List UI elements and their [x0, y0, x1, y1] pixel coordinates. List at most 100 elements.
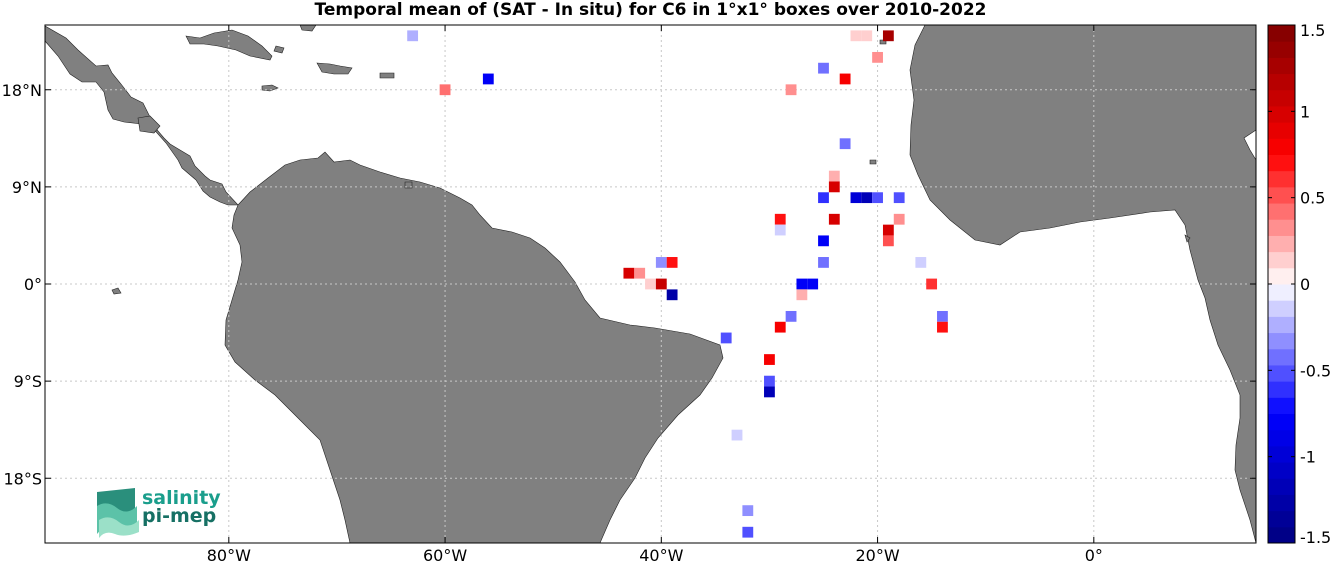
- colorbar-segment-25: [1268, 122, 1295, 139]
- data-cell-34: [807, 278, 819, 290]
- data-cell-37: [796, 289, 808, 301]
- colorbar-segment-29: [1268, 57, 1295, 75]
- data-cell-4: [872, 51, 883, 63]
- data-cell-0: [407, 30, 419, 42]
- colorbar-segment-22: [1268, 170, 1295, 188]
- colorbar-segment-7: [1268, 413, 1295, 431]
- colorbar-segment-24: [1268, 138, 1295, 155]
- data-cell-20: [893, 213, 905, 225]
- colorbar-segment-23: [1268, 154, 1295, 172]
- colorbar-segment-12: [1268, 332, 1295, 350]
- colorbar-segment-11: [1268, 348, 1295, 366]
- colorbar-tick-label-3: 0: [1300, 275, 1310, 294]
- data-cells: [407, 30, 948, 538]
- colorbar: 1.5 1 0.5 0 -0.5 -1 -1.5: [1267, 21, 1331, 547]
- colorbar-segment-15: [1268, 284, 1295, 301]
- lat-tick-label-3: 9°S: [14, 372, 42, 391]
- data-cell-1: [861, 30, 873, 42]
- land-bahamas: [273, 45, 285, 54]
- colorbar-segment-1: [1268, 510, 1295, 528]
- colorbar-segment-13: [1268, 316, 1295, 334]
- colorbar-segment-28: [1268, 73, 1295, 91]
- data-cell-46: [731, 429, 743, 441]
- land-bioko: [1184, 234, 1191, 243]
- data-cell-3: [882, 30, 894, 42]
- logo-waves-icon: [97, 488, 139, 538]
- colorbar-tick-label-4: -0.5: [1300, 361, 1331, 380]
- lon-tick-label-2: 40°W: [639, 546, 683, 564]
- data-cell-23: [882, 235, 894, 247]
- lon-tick-label-0: 80°W: [207, 546, 251, 564]
- colorbar-segment-20: [1268, 203, 1295, 220]
- colorbar-segment-8: [1268, 397, 1295, 414]
- data-cell-42: [720, 332, 732, 344]
- data-cell-40: [774, 321, 786, 333]
- colorbar-tick-label-2: 0.5: [1300, 189, 1325, 208]
- colorbar-segment-21: [1268, 186, 1295, 204]
- colorbar-segment-18: [1268, 235, 1295, 253]
- colorbar-segment-2: [1268, 494, 1295, 512]
- colorbar-segment-17: [1268, 251, 1295, 269]
- data-cell-48: [742, 526, 754, 538]
- data-cell-33: [796, 278, 808, 290]
- salinity-pimep-logo: salinity pi-mep: [95, 486, 235, 538]
- data-cell-18: [774, 213, 786, 225]
- colorbar-segment-31: [1268, 25, 1295, 42]
- colorbar-segment-6: [1268, 429, 1295, 447]
- data-cell-47: [742, 505, 754, 517]
- data-cell-7: [482, 73, 494, 85]
- data-cell-11: [828, 170, 840, 182]
- colorbar-tick-label-1: 1: [1300, 102, 1310, 121]
- data-cell-16: [872, 192, 883, 204]
- data-cell-43: [764, 354, 775, 365]
- data-cell-9: [785, 84, 797, 96]
- colorbar-segment-27: [1268, 89, 1295, 107]
- data-cell-14: [850, 192, 862, 204]
- colorbar-segment-26: [1268, 105, 1295, 123]
- lon-tick-label-4: 0°: [1085, 546, 1103, 564]
- data-cell-12: [828, 181, 840, 193]
- data-cell-38: [785, 310, 797, 322]
- colorbar-segment-9: [1268, 381, 1295, 398]
- data-cell-17: [893, 192, 905, 204]
- data-cell-39: [937, 310, 948, 322]
- colorbar-segment-14: [1268, 300, 1295, 317]
- data-cell-6: [839, 73, 851, 85]
- logo-line-2: pi-mep: [142, 505, 217, 527]
- colorbar-segment-5: [1268, 445, 1295, 463]
- land-galapagos: [111, 287, 122, 295]
- colorbar-segment-4: [1268, 462, 1295, 479]
- land-south-america: [224, 151, 724, 543]
- data-cell-22: [882, 224, 894, 236]
- data-cell-10: [839, 138, 851, 150]
- colorbar-tick-label-5: -1: [1300, 448, 1316, 467]
- data-cell-36: [666, 289, 678, 301]
- colorbar-segment-0: [1268, 526, 1295, 544]
- lat-tick-label-0: 18°N: [2, 81, 42, 100]
- data-cell-2: [850, 30, 862, 42]
- data-cell-5: [818, 62, 829, 74]
- colorbar-segment-19: [1268, 219, 1295, 236]
- data-cell-28: [915, 257, 927, 268]
- lon-tick-label-3: 20°W: [855, 546, 899, 564]
- land-hispaniola: [316, 62, 353, 75]
- colorbar-segment-30: [1268, 41, 1295, 58]
- data-cell-45: [764, 386, 775, 398]
- land-cape-verde: [869, 159, 877, 165]
- map-title: Temporal mean of (SAT - In situ) for C6 …: [314, 0, 987, 20]
- land-puerto-rico: [379, 72, 395, 79]
- colorbar-tick-label-0: 1.5: [1300, 21, 1325, 40]
- logo-line-1: salinity: [142, 487, 221, 509]
- land-africa: [909, 25, 1256, 543]
- data-cell-35: [926, 278, 938, 290]
- lat-tick-label-4: 18°S: [3, 469, 42, 488]
- data-cell-25: [655, 257, 667, 268]
- colorbar-tick-label-6: -1.5: [1300, 528, 1331, 547]
- data-cell-13: [818, 192, 829, 204]
- lat-tick-label-1: 9°N: [12, 178, 42, 197]
- data-cell-30: [634, 267, 646, 279]
- colorbar-segment-3: [1268, 478, 1295, 495]
- data-cell-41: [937, 321, 948, 333]
- data-cell-15: [861, 192, 873, 204]
